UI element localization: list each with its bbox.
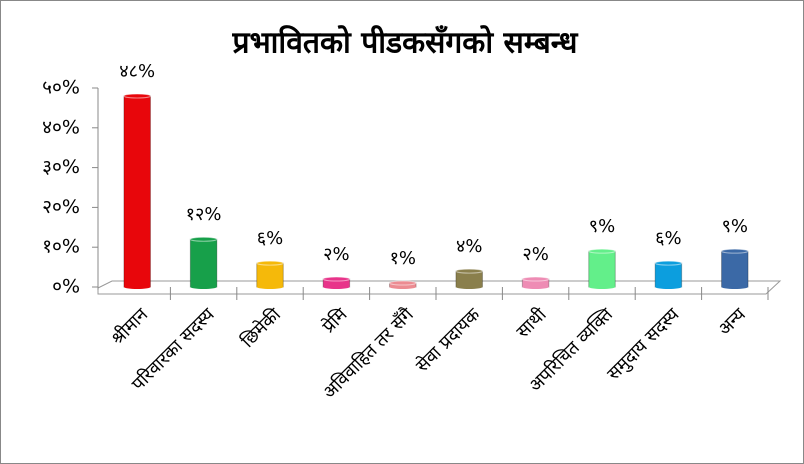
bar-top <box>721 248 749 254</box>
y-tick-label: ०% <box>52 276 80 298</box>
bar-top <box>654 260 683 266</box>
bar-base <box>455 285 483 289</box>
bar-base <box>389 285 417 289</box>
value-label: २% <box>323 244 349 265</box>
y-tick-label: ५०% <box>42 77 80 99</box>
value-label: ९% <box>722 216 748 237</box>
bar-base <box>655 285 682 289</box>
bar <box>256 262 284 288</box>
value-label: ६% <box>655 228 681 249</box>
bar <box>189 238 218 288</box>
value-label: ९% <box>589 216 615 237</box>
bar-base <box>123 285 151 289</box>
y-tick-label: २०% <box>42 196 80 218</box>
value-label: ४% <box>456 236 482 257</box>
bar-top <box>588 248 616 254</box>
value-label: ४८% <box>119 61 155 82</box>
bar-top <box>256 260 284 266</box>
value-label: १% <box>390 248 416 269</box>
bar <box>123 95 151 288</box>
bar-top <box>123 93 151 99</box>
bar-base <box>522 285 549 289</box>
bar-top <box>389 280 417 286</box>
bar <box>588 250 616 288</box>
bar-top <box>322 276 351 282</box>
y-tick-label: ४०% <box>42 116 80 138</box>
value-label: ६% <box>257 228 283 249</box>
bar-base <box>721 285 749 289</box>
bar-base <box>323 285 350 289</box>
value-label: १२% <box>186 204 222 225</box>
bar-top <box>455 268 483 274</box>
bar <box>654 262 683 288</box>
bar-base <box>256 285 284 289</box>
bar <box>721 250 749 288</box>
bar-base <box>190 285 217 289</box>
bar-top <box>189 236 218 242</box>
y-tick-label: १०% <box>42 236 80 258</box>
value-label: २% <box>522 244 548 265</box>
y-tick-label: ३०% <box>42 156 80 178</box>
bar-top <box>521 276 550 282</box>
chart-title: प्रभावितको पीडकसँगको सम्बन्ध <box>232 25 580 61</box>
bar-base <box>588 285 616 289</box>
